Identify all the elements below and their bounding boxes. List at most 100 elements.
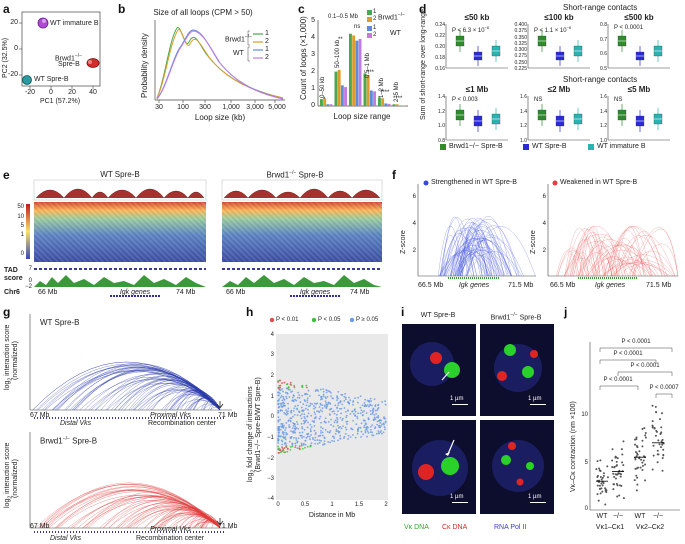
- fc-point: [305, 444, 307, 446]
- contraction-point: [659, 443, 661, 445]
- fc-point: [337, 425, 339, 427]
- fc-point: [312, 420, 314, 422]
- contraction-xlabel: WT: [635, 513, 646, 520]
- contraction-point: [660, 446, 662, 448]
- interaction-ylabel: log: [4, 381, 11, 390]
- zscore-ytick: 4: [543, 221, 546, 227]
- fc-point: [325, 429, 327, 431]
- contraction-point: [641, 445, 643, 447]
- fc-point: [286, 451, 288, 453]
- interaction-ylabel-norm: (normalized): [12, 341, 19, 380]
- contraction-point: [638, 450, 640, 452]
- fc-point: [315, 416, 317, 418]
- fc-point: [354, 408, 356, 410]
- contraction-point: [645, 432, 647, 434]
- bar-ytick: 0: [311, 102, 315, 109]
- hic-coord-left-start: 66 Mb: [38, 289, 57, 296]
- fc-point: [374, 398, 376, 400]
- fc-point: [315, 437, 317, 439]
- contraction-point: [653, 455, 655, 457]
- fc-point: [344, 393, 346, 395]
- contraction-point: [657, 450, 659, 452]
- interaction-ylabel-rest: interaction score: [4, 325, 11, 378]
- contraction-point: [604, 503, 606, 505]
- fc-point: [337, 391, 339, 393]
- fc-point: [290, 384, 292, 386]
- bar-3-series-2: [370, 91, 373, 106]
- fc-point: [319, 406, 321, 408]
- bar-sig: ****: [380, 90, 389, 96]
- contraction-point: [655, 430, 657, 432]
- fc-point: [352, 420, 354, 422]
- fc-point: [302, 386, 304, 388]
- fc-point: [299, 411, 301, 413]
- fc-point: [333, 410, 335, 412]
- fc-point: [380, 420, 382, 422]
- fc-point: [305, 437, 307, 439]
- fc-point: [328, 390, 330, 392]
- interaction-ylabel-rest-2: interaction score: [4, 443, 11, 496]
- boxplot-legend-wt-spreb: WT Spre-B: [532, 143, 567, 150]
- hic-tad-tick: 7: [29, 266, 32, 272]
- fc-point: [280, 397, 282, 399]
- fc-point: [344, 436, 346, 438]
- fc-point: [370, 400, 372, 402]
- fc-point: [335, 433, 337, 435]
- fc-point: [278, 392, 280, 394]
- zscore-ytick: 2: [413, 248, 416, 254]
- fc-point: [320, 422, 322, 424]
- contraction-point: [613, 476, 615, 478]
- fc-point: [302, 403, 304, 405]
- fc-point: [368, 406, 370, 408]
- fc-point: [285, 409, 287, 411]
- fc-point: [306, 393, 308, 395]
- fc-point: [324, 440, 326, 442]
- fc-ylabel: log: [247, 473, 254, 482]
- fc-point: [361, 409, 363, 411]
- zscore-ytick: 4: [413, 221, 416, 227]
- fc-point: [337, 430, 339, 432]
- contraction-point: [652, 427, 654, 429]
- panel-c-bars: 0 1 2 3 4 5 0.1–0.5 Mb 0–50 kb 50–100 kb…: [296, 0, 416, 125]
- panel-g-interaction: log2 interaction score (normalized) log2…: [0, 302, 240, 544]
- fc-point: [349, 413, 351, 415]
- fc-point: [301, 444, 303, 446]
- fc-point: [305, 408, 307, 410]
- fc-point: [307, 402, 309, 404]
- zscore-ylabel-left: Z-score: [400, 230, 407, 254]
- fc-point: [325, 402, 327, 404]
- fc-point: [307, 409, 309, 411]
- fc-point: [370, 429, 372, 431]
- fc-point: [314, 413, 316, 415]
- hic-scale-value: 0: [21, 251, 24, 257]
- contraction-point: [612, 473, 614, 475]
- contraction-point: [600, 476, 602, 478]
- fc-point: [293, 425, 295, 427]
- bar-0-series-3: [330, 104, 333, 106]
- fish-title-wt: WT Spre-B: [421, 312, 456, 319]
- fc-xtick: 1: [330, 502, 333, 508]
- contraction-point: [616, 461, 618, 463]
- fc-point: [293, 423, 295, 425]
- fc-point: [294, 446, 296, 448]
- contraction-point: [641, 428, 643, 430]
- fc-point: [381, 401, 383, 403]
- contraction-point: [636, 445, 638, 447]
- fc-point: [345, 416, 347, 418]
- fc-point: [375, 410, 377, 412]
- fc-point: [347, 409, 349, 411]
- fc-point: [287, 448, 289, 450]
- fc-point: [347, 438, 349, 440]
- fc-point: [284, 442, 286, 444]
- fc-point: [319, 439, 321, 441]
- fc-point: [320, 409, 322, 411]
- fc-xtick: 1.5: [355, 502, 363, 508]
- fc-point: [360, 412, 362, 414]
- fc-point: [282, 425, 284, 427]
- fc-point: [293, 437, 295, 439]
- fc-point: [360, 395, 362, 397]
- fc-point: [352, 429, 354, 431]
- fc-point: [285, 396, 287, 398]
- bar-4-series-2: [384, 103, 387, 106]
- contraction-point: [636, 477, 638, 479]
